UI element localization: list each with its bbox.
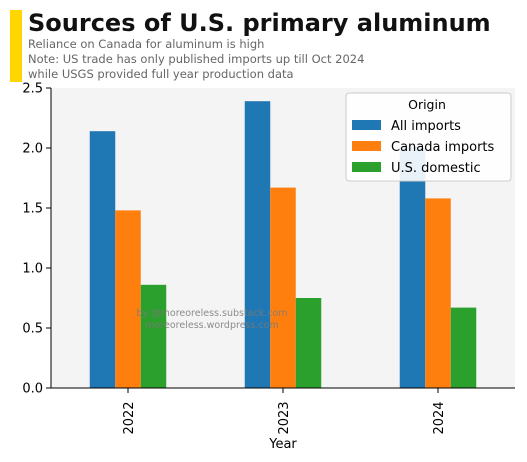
watermark-line-2: moreoreless.wordpress.com	[145, 320, 279, 331]
bar-all-imports-2022	[89, 131, 116, 388]
y-tick-label: 0.0	[22, 382, 43, 397]
bar-all-imports-2023	[244, 101, 271, 388]
x-axis-label: Year	[268, 437, 297, 452]
legend-items: All imports Canada imports U.S. domestic	[352, 119, 495, 176]
watermark-line-1: by @moreoreless.substack.com	[136, 308, 287, 319]
bars-layer	[89, 101, 477, 388]
y-ticks: 0.0 0.5 1.0 1.5 2.0 2.5	[22, 82, 51, 397]
bar-all-imports-2024	[399, 146, 426, 388]
x-tick-label: 2024	[432, 401, 447, 434]
y-tick-label: 1.5	[22, 202, 43, 217]
subtitle-line-1: Reliance on Canada for aluminum is high	[28, 37, 264, 51]
x-ticks: 2022 2023 2024	[122, 388, 447, 435]
legend-label: All imports	[391, 119, 461, 134]
legend-label: Canada imports	[391, 140, 495, 155]
bar-canada-imports-2024	[425, 198, 451, 388]
bar-u-s-domestic-2023	[295, 298, 322, 388]
subtitle-line-2: Note: US trade has only published import…	[28, 52, 364, 66]
legend-label: U.S. domestic	[391, 161, 481, 176]
chart-title: Sources of U.S. primary aluminum	[28, 9, 491, 37]
y-tick-label: 1.0	[22, 262, 43, 277]
y-tick-label: 2.5	[22, 82, 43, 97]
legend: Origin All imports Canada imports U.S. dom…	[345, 92, 512, 182]
y-tick-label: 0.5	[22, 322, 43, 337]
subtitle-line-3: while USGS provided full year production…	[28, 67, 294, 81]
legend-swatch	[352, 141, 381, 151]
title-accent-bar	[10, 10, 22, 82]
bar-u-s-domestic-2024	[450, 307, 477, 388]
bar-u-s-domestic-2022	[140, 284, 167, 388]
x-tick-label: 2023	[277, 401, 292, 434]
bar-canada-imports-2022	[115, 210, 141, 388]
x-tick-label: 2022	[122, 401, 137, 434]
y-tick-label: 2.0	[22, 142, 43, 157]
bar-canada-imports-2023	[270, 187, 296, 388]
legend-title: Origin	[408, 97, 446, 112]
legend-swatch	[352, 162, 381, 172]
legend-swatch	[352, 120, 381, 130]
legend-box	[345, 92, 512, 182]
